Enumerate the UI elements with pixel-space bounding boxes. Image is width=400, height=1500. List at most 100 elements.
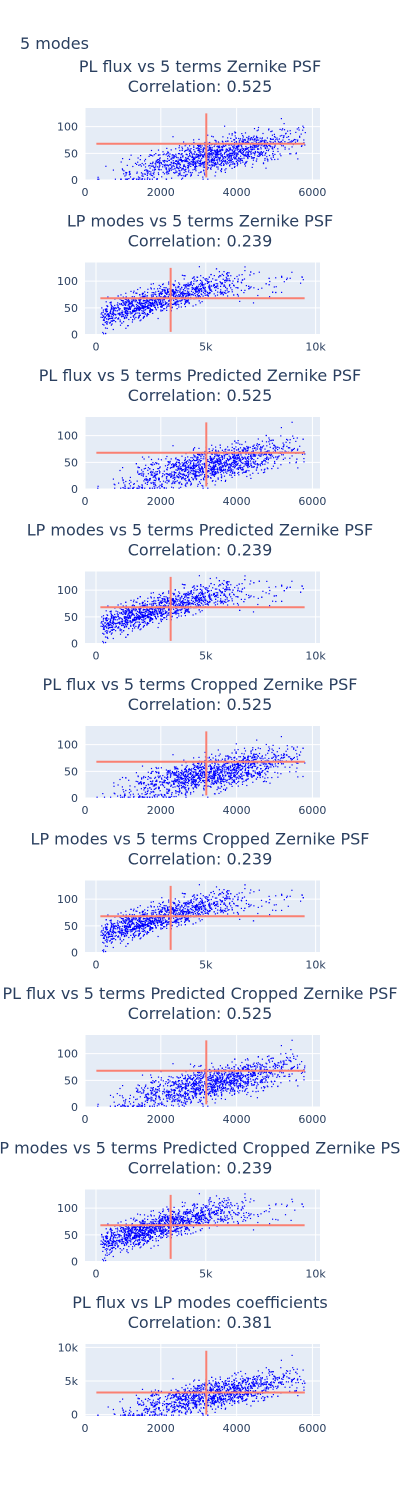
scatter-point <box>191 293 193 295</box>
scatter-point <box>223 160 225 162</box>
scatter-point <box>189 152 191 154</box>
scatter-point <box>104 308 106 310</box>
scatter-point <box>214 164 216 166</box>
scatter-point <box>165 477 168 479</box>
scatter-point <box>233 459 235 461</box>
scatter-point <box>132 178 134 180</box>
scatter-point <box>204 454 206 456</box>
scatter-point <box>203 479 205 481</box>
scatter-point <box>277 446 279 448</box>
scatter-point <box>249 456 251 458</box>
scatter-point <box>232 471 234 473</box>
scatter-point <box>260 469 263 471</box>
scatter-point <box>178 145 181 147</box>
scatter-point <box>130 611 132 613</box>
scatter-point <box>117 313 119 315</box>
scatter-point <box>262 454 264 456</box>
scatter-point <box>159 467 161 469</box>
scatter-point <box>221 449 223 451</box>
scatter-point <box>208 160 210 162</box>
scatter-point <box>246 141 248 143</box>
scatter-point <box>219 454 221 456</box>
scatter-point <box>201 280 203 282</box>
scatter-point <box>172 168 174 170</box>
scatter-point <box>133 308 135 310</box>
scatter-point <box>191 466 193 468</box>
scatter-point <box>264 154 266 156</box>
scatter-point <box>210 469 212 471</box>
scatter-point <box>146 170 148 172</box>
scatter-point <box>146 300 149 302</box>
scatter-point <box>270 457 272 459</box>
scatter-point <box>166 160 168 163</box>
scatter-point <box>130 302 132 304</box>
scatter-point <box>215 460 217 463</box>
scatter-point <box>167 290 169 292</box>
scatter-point <box>268 457 270 459</box>
scatter-point <box>117 295 119 297</box>
scatter-point <box>181 274 183 276</box>
scatter-point <box>194 162 196 165</box>
scatter-point <box>199 459 201 461</box>
scatter-point <box>172 487 174 489</box>
scatter-point <box>204 475 206 477</box>
scatter-point <box>266 141 268 144</box>
scatter-point <box>186 284 188 286</box>
scatter-point <box>226 161 228 163</box>
scatter-point <box>169 299 171 301</box>
scatter-point <box>239 590 241 592</box>
scatter-point <box>249 474 251 476</box>
scatter-point <box>197 485 199 487</box>
scatter-point <box>194 166 196 169</box>
scatter-point <box>184 584 186 586</box>
scatter-point <box>273 444 276 447</box>
scatter-point <box>217 145 219 147</box>
scatter-point <box>257 129 259 131</box>
scatter-point <box>165 178 167 180</box>
scatter-point <box>152 309 154 311</box>
scatter-point <box>145 302 147 304</box>
scatter-point <box>123 302 125 304</box>
scatter-point <box>160 309 162 311</box>
scatter-point <box>228 147 230 149</box>
scatter-point <box>152 165 154 167</box>
scatter-point <box>200 154 202 156</box>
scatter-point <box>237 467 239 469</box>
scatter-point <box>214 453 216 455</box>
scatter-point <box>250 464 252 466</box>
scatter-point <box>184 150 186 152</box>
scatter-point <box>141 469 143 471</box>
scatter-point <box>191 154 193 156</box>
scatter-point <box>233 458 235 460</box>
scatter-point <box>281 145 283 147</box>
scatter-point <box>154 166 157 168</box>
scatter-point <box>180 476 182 478</box>
scatter-point <box>105 310 107 312</box>
scatter-point <box>150 305 152 307</box>
scatter-point <box>217 469 219 471</box>
scatter-point <box>103 324 105 326</box>
scatter-point <box>268 154 271 157</box>
scatter-point <box>194 278 196 280</box>
scatter-point <box>190 163 192 165</box>
scatter-point <box>136 305 138 307</box>
scatter-point <box>179 288 181 290</box>
scatter-point <box>243 447 245 449</box>
scatter-point <box>225 460 228 462</box>
scatter-point <box>217 283 219 285</box>
scatter-point <box>146 616 148 618</box>
scatter-point <box>183 474 185 476</box>
scatter-point <box>216 467 218 469</box>
scatter-point <box>220 468 222 470</box>
scatter-point <box>149 178 151 180</box>
scatter-point <box>177 459 179 461</box>
scatter-point <box>104 313 106 315</box>
scatter-point <box>100 313 102 315</box>
scatter-point <box>167 597 169 599</box>
scatter-point <box>254 455 256 457</box>
scatter-point <box>163 173 165 175</box>
scatter-point <box>144 163 147 165</box>
scatter-point <box>126 311 128 313</box>
scatter-point <box>233 153 235 155</box>
scatter-point <box>261 446 263 448</box>
